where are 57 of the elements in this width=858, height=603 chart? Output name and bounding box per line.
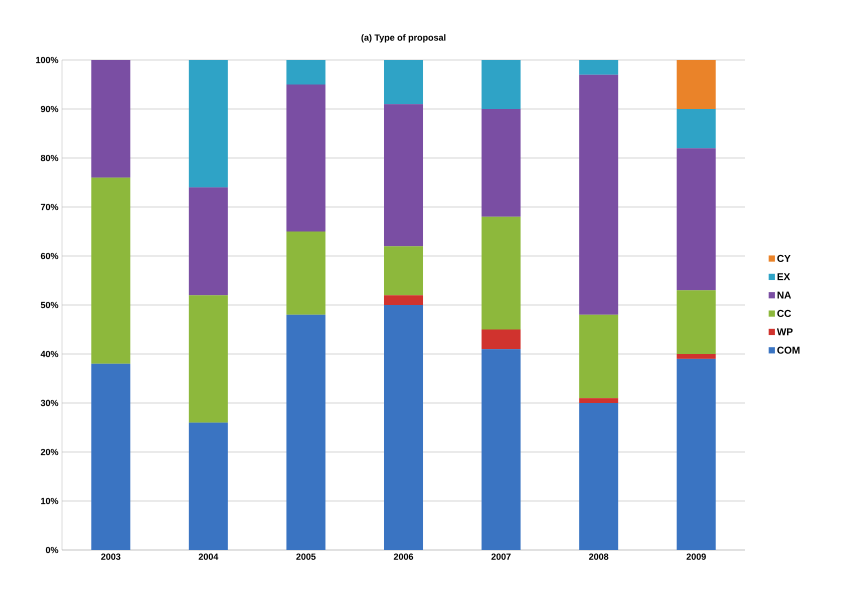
bar (482, 329, 521, 350)
bar (384, 104, 424, 246)
bar (91, 364, 130, 550)
bar (91, 178, 130, 364)
y-tick-label: 100% (36, 56, 58, 64)
x-tick-label: 2009 (686, 554, 706, 560)
y-tick-label: 10% (41, 498, 58, 504)
bar (286, 314, 326, 550)
y-tick-label: 0% (46, 546, 58, 554)
bar (579, 398, 618, 403)
y-tick-label: 50% (40, 302, 58, 308)
legend-label: WP (776, 328, 793, 336)
bar (384, 246, 424, 296)
bar (676, 148, 716, 290)
bar (676, 358, 716, 550)
y-tick-label: 60% (40, 252, 58, 260)
legend-label: COM (777, 346, 800, 354)
bar (482, 216, 521, 330)
bar (579, 314, 618, 398)
bar (482, 349, 521, 550)
y-tick-label: 70% (40, 204, 58, 210)
legend-label: NA (778, 292, 792, 298)
bar (188, 295, 228, 423)
legend-label: EX (778, 273, 790, 280)
bar (188, 60, 228, 188)
x-tick-label: 2008 (588, 554, 608, 560)
y-tick-label: 90% (40, 106, 58, 112)
bar (676, 108, 716, 148)
bar (384, 60, 424, 104)
legend-label: CY (777, 254, 791, 262)
bar (579, 402, 618, 550)
y-tick-label: 20% (40, 448, 58, 456)
x-tick-label: 2003 (101, 554, 120, 560)
y-tick-label: 40% (40, 350, 58, 358)
bar (91, 60, 130, 178)
bar (188, 422, 228, 550)
bar (188, 187, 228, 296)
bar (482, 60, 521, 109)
chart-title: (a) Type of proposal (361, 34, 446, 42)
bar (286, 60, 326, 84)
y-tick-label: 80% (40, 154, 58, 162)
bar (676, 290, 716, 354)
bar (384, 295, 424, 305)
x-tick-label: 2007 (491, 554, 511, 560)
x-tick-label: 2004 (198, 554, 218, 560)
bar (286, 84, 326, 232)
bar (579, 74, 618, 315)
x-tick-label: 2006 (394, 554, 414, 560)
legend-label: CC (777, 310, 792, 317)
bar (286, 231, 326, 315)
bar (482, 108, 521, 217)
x-tick-label: 2005 (296, 554, 316, 560)
bar (676, 60, 716, 109)
bar (676, 354, 716, 359)
bar (384, 304, 424, 550)
y-tick-label: 30% (40, 400, 58, 406)
bar (579, 60, 618, 75)
